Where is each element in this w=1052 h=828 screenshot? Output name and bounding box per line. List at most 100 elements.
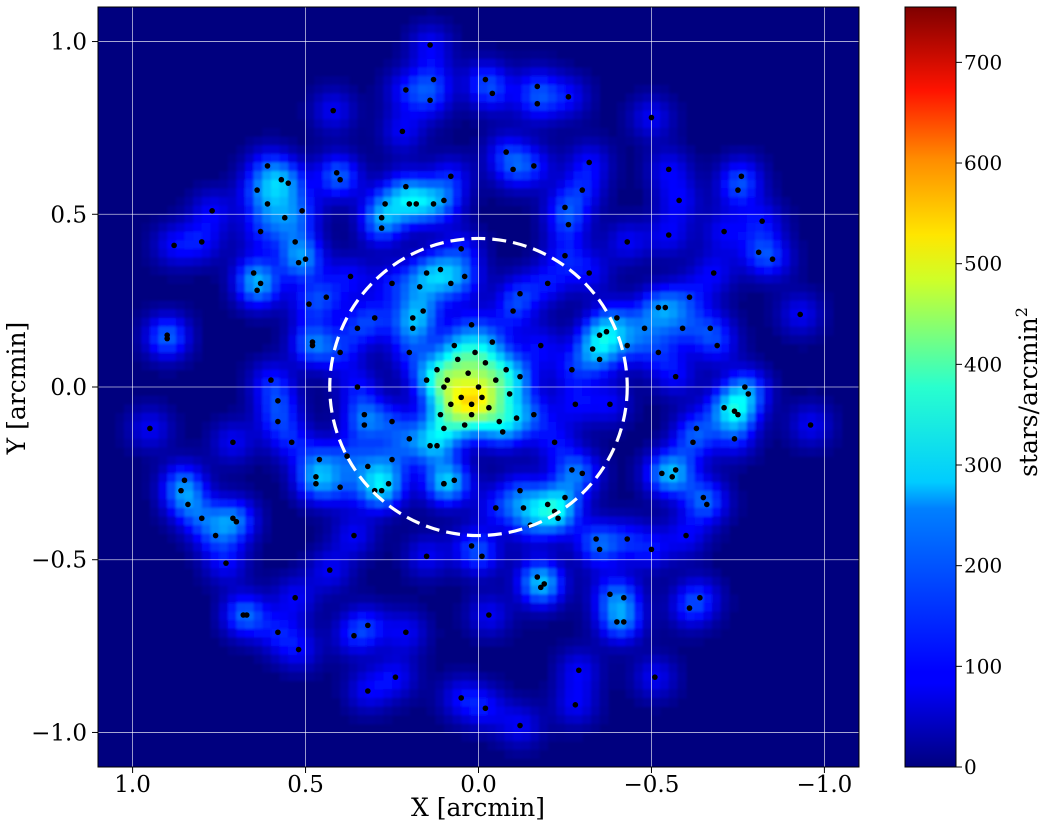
heatmap-cell bbox=[495, 697, 506, 708]
heatmap-cell bbox=[729, 188, 739, 198]
heatmap-cell bbox=[331, 240, 341, 250]
heatmap-cell bbox=[314, 482, 324, 492]
heatmap-cell bbox=[435, 67, 445, 77]
heatmap-cell bbox=[755, 145, 765, 155]
heatmap-cell bbox=[513, 153, 523, 164]
heatmap-cell bbox=[400, 309, 410, 319]
heatmap-cell bbox=[599, 654, 609, 664]
heatmap-cell bbox=[694, 585, 704, 595]
heatmap-cell bbox=[686, 335, 696, 345]
heatmap-cell bbox=[564, 145, 575, 155]
star-point bbox=[275, 398, 281, 404]
y-tick-label: 1.0 bbox=[50, 30, 87, 56]
heatmap-cell bbox=[357, 715, 367, 725]
heatmap-cell bbox=[253, 292, 263, 302]
heatmap-cell bbox=[331, 127, 341, 138]
heatmap-cell bbox=[417, 127, 428, 138]
heatmap-cell bbox=[616, 222, 627, 233]
heatmap-cell bbox=[539, 542, 549, 552]
star-point bbox=[275, 629, 281, 636]
heatmap-cell bbox=[590, 689, 601, 699]
heatmap-cell bbox=[348, 127, 359, 138]
heatmap-cell bbox=[400, 568, 410, 578]
heatmap-cell bbox=[340, 482, 350, 492]
heatmap-cell bbox=[711, 482, 722, 492]
heatmap-cell bbox=[616, 361, 627, 371]
heatmap-cell bbox=[461, 179, 471, 189]
heatmap-cell bbox=[348, 145, 359, 155]
heatmap-cell bbox=[426, 188, 436, 198]
heatmap-cell bbox=[487, 507, 497, 518]
star-point bbox=[337, 349, 343, 356]
heatmap-cell bbox=[711, 533, 722, 544]
heatmap-cell bbox=[141, 490, 151, 500]
heatmap-cell bbox=[409, 602, 419, 613]
heatmap-cell bbox=[634, 412, 644, 423]
heatmap-cell bbox=[625, 274, 635, 284]
heatmap-cell bbox=[374, 153, 384, 164]
heatmap-cell bbox=[400, 369, 410, 379]
heatmap-cell bbox=[660, 266, 670, 276]
heatmap-cell bbox=[651, 516, 661, 526]
heatmap-cell bbox=[175, 412, 186, 423]
heatmap-cell bbox=[660, 430, 670, 440]
heatmap-cell bbox=[149, 412, 160, 423]
heatmap-cell bbox=[158, 464, 168, 474]
heatmap-cell bbox=[469, 404, 480, 414]
heatmap-cell bbox=[409, 430, 419, 440]
heatmap-cell bbox=[513, 697, 523, 708]
heatmap-cell bbox=[668, 326, 678, 336]
heatmap-cell bbox=[504, 430, 514, 440]
heatmap-cell bbox=[616, 335, 627, 345]
heatmap-cell bbox=[513, 542, 523, 552]
star-point bbox=[164, 335, 170, 342]
heatmap-cell bbox=[366, 292, 376, 302]
heatmap-cell bbox=[426, 205, 436, 215]
heatmap-cell bbox=[504, 127, 514, 138]
heatmap-cell bbox=[582, 352, 592, 362]
heatmap-cell bbox=[668, 171, 678, 181]
heatmap-cell bbox=[245, 153, 255, 164]
heatmap-cell bbox=[443, 15, 454, 25]
heatmap-cell bbox=[634, 447, 644, 457]
heatmap-cell bbox=[409, 283, 419, 293]
heatmap-cell bbox=[590, 145, 601, 155]
heatmap-cell bbox=[340, 343, 350, 354]
heatmap-cell bbox=[781, 240, 791, 250]
heatmap-cell bbox=[729, 335, 739, 345]
star-point bbox=[486, 612, 492, 618]
star-point bbox=[482, 76, 489, 83]
heatmap-cell bbox=[590, 723, 601, 734]
star-point bbox=[586, 159, 592, 166]
heatmap-cell bbox=[400, 542, 410, 552]
heatmap-cell bbox=[366, 395, 376, 405]
heatmap-cell bbox=[417, 421, 428, 431]
heatmap-cell bbox=[262, 378, 272, 388]
heatmap-cell bbox=[400, 231, 410, 241]
heatmap-cell bbox=[366, 197, 376, 207]
heatmap-cell bbox=[383, 378, 393, 388]
heatmap-cell bbox=[469, 41, 480, 51]
star-point bbox=[333, 170, 340, 176]
heatmap-cell bbox=[504, 136, 514, 146]
heatmap-cell bbox=[383, 58, 393, 69]
heatmap-cell bbox=[651, 205, 661, 215]
heatmap-cell bbox=[435, 283, 445, 293]
star-point bbox=[337, 484, 343, 490]
star-point bbox=[672, 467, 679, 473]
heatmap-cell bbox=[608, 136, 618, 146]
heatmap-cell bbox=[513, 197, 523, 207]
heatmap-cell bbox=[651, 335, 661, 345]
heatmap-cell bbox=[703, 274, 713, 284]
star-point bbox=[288, 439, 295, 446]
heatmap-cell bbox=[564, 257, 575, 267]
heatmap-cell bbox=[651, 127, 661, 138]
heatmap-cell bbox=[608, 568, 618, 578]
heatmap-cell bbox=[746, 404, 756, 414]
star-point bbox=[655, 349, 662, 356]
heatmap-cell bbox=[634, 654, 644, 664]
heatmap-cell bbox=[296, 343, 307, 354]
heatmap-cell bbox=[634, 361, 644, 371]
heatmap-cell bbox=[763, 300, 774, 310]
heatmap-cell bbox=[314, 464, 324, 474]
